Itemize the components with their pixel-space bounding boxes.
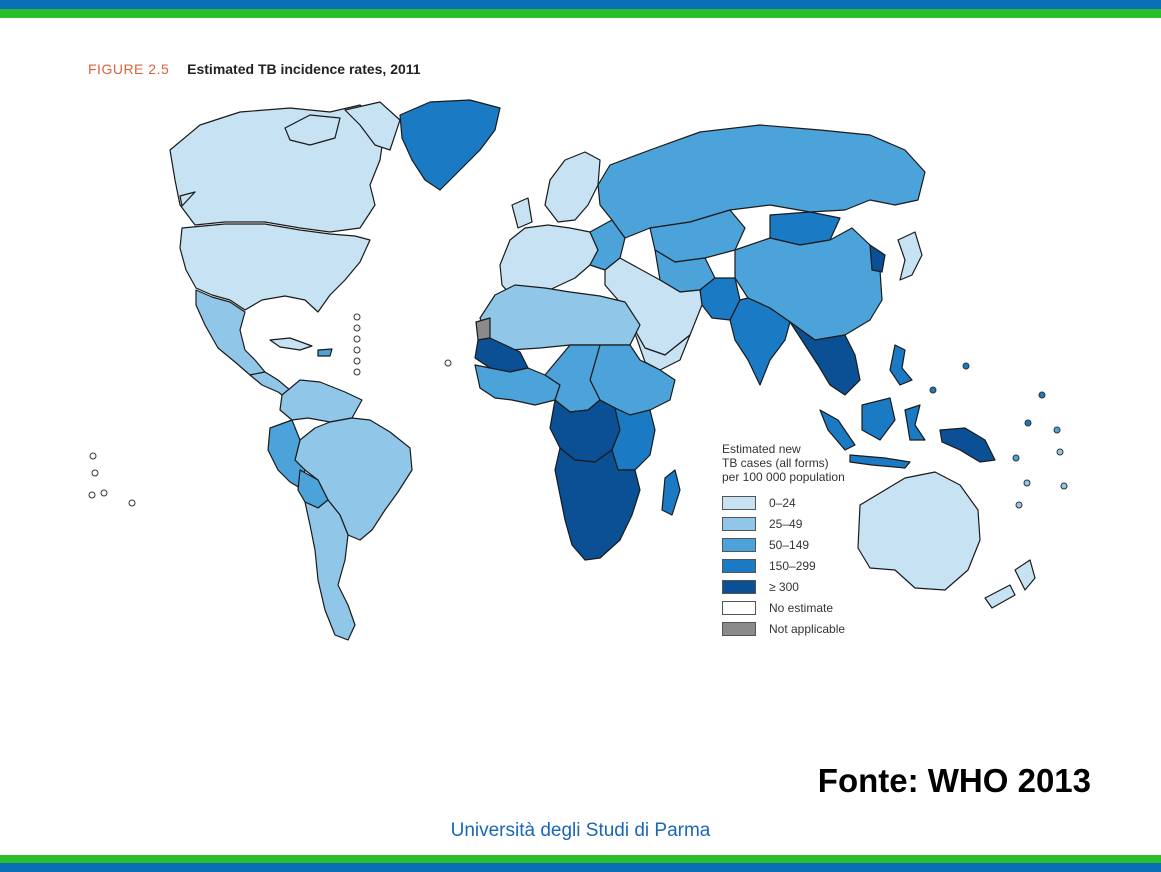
island-marker xyxy=(1024,419,1032,427)
island-marker xyxy=(353,313,361,321)
region-cuba xyxy=(269,337,313,351)
legend-title-line: TB cases (all forms) xyxy=(722,456,829,470)
legend-label: ≥ 300 xyxy=(769,579,799,594)
island-marker xyxy=(353,357,361,365)
region-alaska-canada xyxy=(169,104,386,233)
region-western-sahara xyxy=(475,317,491,341)
island-marker xyxy=(353,368,361,376)
region-north-africa xyxy=(479,284,641,351)
region-philippines xyxy=(889,344,913,386)
legend-item: 150–299 xyxy=(722,555,922,576)
legend-label: No estimate xyxy=(769,600,834,615)
top-blue-band xyxy=(0,0,1161,9)
island-marker xyxy=(88,491,96,499)
legend-swatch xyxy=(722,537,756,552)
region-borneo xyxy=(861,397,896,441)
legend-label: 50–149 xyxy=(769,537,810,552)
island-marker xyxy=(91,469,99,477)
region-east-africa xyxy=(611,407,656,471)
region-southeast-asia xyxy=(789,321,861,396)
island-marker xyxy=(444,359,452,367)
island-marker xyxy=(128,499,136,507)
legend-swatch xyxy=(722,579,756,594)
island-marker xyxy=(1053,426,1061,434)
region-australia xyxy=(857,471,981,591)
region-usa xyxy=(179,223,371,313)
region-new-zealand xyxy=(984,559,1036,609)
legend-item: 25–49 xyxy=(722,513,922,534)
region-japan xyxy=(897,231,923,281)
source-citation: Fonte: WHO 2013 xyxy=(817,762,1091,799)
island-marker xyxy=(1012,454,1020,462)
island-marker xyxy=(1060,482,1068,490)
island-marker xyxy=(89,452,97,460)
pacific-island-markers xyxy=(929,362,1068,509)
island-marker xyxy=(1038,391,1046,399)
region-russia xyxy=(597,124,926,239)
region-madagascar xyxy=(661,469,681,516)
island-marker xyxy=(1015,501,1023,509)
region-uk xyxy=(511,197,533,229)
figure-label: FIGURE 2.5 xyxy=(88,61,170,77)
island-marker xyxy=(1023,479,1031,487)
legend-title: Estimated new TB cases (all forms) per 1… xyxy=(722,442,922,484)
legend-item: No estimate xyxy=(722,597,922,618)
map-legend: Estimated new TB cases (all forms) per 1… xyxy=(722,442,922,639)
region-scandinavia xyxy=(544,151,601,223)
legend-swatch xyxy=(722,621,756,636)
island-marker xyxy=(929,386,937,394)
region-venezuela-colombia xyxy=(279,379,363,423)
university-footer: Università degli Studi di Parma xyxy=(450,820,711,841)
region-papua-new-guinea xyxy=(939,427,996,463)
island-marker xyxy=(100,489,108,497)
figure-title: FIGURE 2.5 Estimated TB incidence rates,… xyxy=(88,61,421,77)
figure-caption: Estimated TB incidence rates, 2011 xyxy=(187,61,421,77)
legend-item: ≥ 300 xyxy=(722,576,922,597)
island-marker xyxy=(962,362,970,370)
legend-swatch xyxy=(722,516,756,531)
region-argentina-chile xyxy=(304,499,356,641)
legend-item: Not applicable xyxy=(722,618,922,639)
island-marker xyxy=(353,346,361,354)
region-mexico xyxy=(195,289,266,376)
legend-swatch xyxy=(722,600,756,615)
region-west-africa xyxy=(474,364,561,406)
region-hispaniola xyxy=(317,348,333,357)
legend-swatch xyxy=(722,558,756,573)
region-korea xyxy=(869,244,886,273)
legend-title-line: per 100 000 population xyxy=(722,470,845,484)
island-marker xyxy=(353,335,361,343)
region-sumatra xyxy=(819,409,856,451)
bottom-green-band xyxy=(0,855,1161,863)
legend-item: 0–24 xyxy=(722,492,922,513)
region-india xyxy=(729,297,791,386)
legend-label: Not applicable xyxy=(769,621,846,636)
region-southern-africa xyxy=(554,447,641,561)
region-sulawesi xyxy=(904,404,926,441)
region-java xyxy=(849,454,911,469)
legend-label: 0–24 xyxy=(769,495,796,510)
bottom-blue-band xyxy=(0,863,1161,872)
region-greenland xyxy=(399,99,501,191)
island-marker xyxy=(353,324,361,332)
island-marker xyxy=(1056,448,1064,456)
legend-item: 50–149 xyxy=(722,534,922,555)
legend-label: 25–49 xyxy=(769,516,803,531)
island-markers xyxy=(88,313,452,507)
legend-label: 150–299 xyxy=(769,558,816,573)
legend-title-line: Estimated new xyxy=(722,442,801,456)
legend-swatch xyxy=(722,495,756,510)
top-green-band xyxy=(0,9,1161,18)
region-canada-islands xyxy=(179,101,401,207)
